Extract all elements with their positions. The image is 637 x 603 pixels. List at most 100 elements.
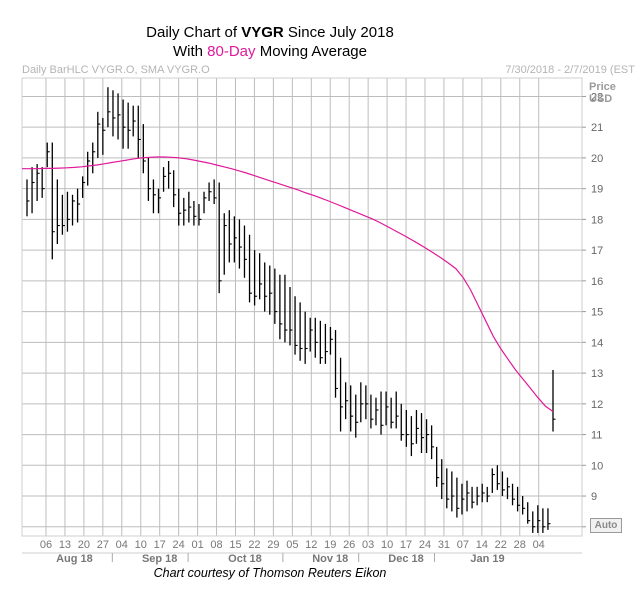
hlc-bar — [446, 468, 450, 509]
x-tick-label: 29 — [267, 539, 279, 551]
x-tick-label: 01 — [191, 539, 203, 551]
hlc-bar — [314, 317, 318, 358]
hlc-bar — [102, 117, 106, 155]
hlc-bar — [365, 385, 369, 420]
hlc-bar — [289, 287, 293, 346]
month-label: Sep 18 — [142, 553, 177, 565]
hlc-bar — [137, 105, 141, 158]
hlc-bar — [142, 124, 146, 174]
hlc-bar — [157, 188, 161, 214]
y-tick-label: 10 — [591, 460, 603, 472]
hlc-bars — [26, 87, 556, 533]
hlc-bar — [81, 176, 86, 198]
plot-frame — [21, 77, 583, 537]
subtitle-prefix: With — [173, 43, 208, 60]
x-tick-label: 22 — [495, 539, 507, 551]
hlc-bar — [26, 179, 30, 217]
chart-title: Daily Chart of VYGR Since July 2018 — [0, 24, 540, 41]
x-tick-label: 04 — [116, 539, 128, 551]
hlc-bar — [451, 471, 455, 512]
hlc-bar — [441, 459, 445, 500]
hlc-bar — [208, 182, 212, 201]
month-axis: Aug 18 Sep 18 Oct 18 Nov 18 Dec 18 Jan 19 — [22, 552, 582, 565]
hlc-bar — [360, 382, 364, 423]
hlc-bar — [552, 370, 556, 432]
hlc-bar — [476, 486, 480, 506]
hlc-bar — [218, 182, 222, 294]
y-tick-label: 18 — [591, 214, 603, 226]
x-tick-label: 10 — [135, 539, 147, 551]
x-tick-label: 08 — [210, 539, 222, 551]
hlc-bar — [430, 425, 435, 460]
y-tick-label: 20 — [591, 153, 603, 165]
hlc-bar — [269, 265, 273, 315]
hlc-bar — [370, 394, 374, 429]
subtitle-highlight: 80-Day — [207, 43, 256, 60]
hlc-bar — [87, 151, 91, 186]
x-tick-label: 13 — [59, 539, 71, 551]
hlc-bar — [456, 477, 460, 518]
y-tick-label: 13 — [591, 368, 603, 380]
hlc-bar — [501, 471, 505, 497]
x-tick-label: 31 — [438, 539, 450, 551]
hlc-bar — [259, 253, 263, 300]
hlc-bar — [415, 409, 419, 444]
hlc-bar — [253, 250, 258, 306]
hlc-bar — [41, 167, 45, 198]
x-tick-label: 24 — [419, 539, 431, 551]
x-tick-label: 27 — [97, 539, 109, 551]
y-tick-label: 14 — [591, 337, 603, 349]
hlc-bar — [274, 268, 278, 324]
hlc-bar — [516, 486, 521, 512]
hlc-bar — [147, 157, 151, 201]
x-tick-label: 28 — [514, 539, 526, 551]
hlc-bar — [284, 274, 288, 343]
month-label: Jan 19 — [470, 553, 504, 565]
hlc-bar — [167, 160, 172, 189]
month-label: Dec 18 — [388, 553, 423, 565]
month-label: Nov 18 — [312, 553, 348, 565]
x-axis: 06 13 20 27 04 10 17 24 01 08 15 22 29 05 12 19 26 03 10 17… — [40, 539, 545, 551]
x-tick-label: 12 — [305, 539, 317, 551]
hlc-bar — [112, 90, 116, 137]
hlc-bar — [425, 419, 430, 454]
x-tick-label: 03 — [362, 539, 374, 551]
hlc-bar — [461, 483, 465, 515]
hlc-bar — [420, 413, 424, 454]
hlc-bar — [56, 179, 60, 244]
hlc-bar — [410, 416, 414, 457]
hlc-bar — [117, 93, 121, 140]
hlc-bar — [183, 197, 187, 226]
x-tick-label: 22 — [248, 539, 260, 551]
title-suffix: Since July 2018 — [283, 24, 394, 41]
hlc-bar — [198, 204, 202, 226]
hlc-bar — [238, 219, 242, 269]
hlc-bar — [395, 391, 399, 429]
series-label: Daily BarHLC VYGR.O, SMA VYGR.O — [22, 64, 210, 76]
hlc-bar — [66, 191, 70, 232]
hlc-bar — [223, 213, 227, 275]
hlc-bar — [481, 483, 485, 503]
hlc-bar — [203, 191, 207, 214]
y-tick-label: 12 — [591, 399, 603, 411]
hlc-bar — [466, 480, 470, 512]
auto-scale-button[interactable]: Auto — [590, 518, 622, 533]
hlc-bar — [309, 317, 313, 352]
x-tick-label: 06 — [40, 539, 52, 551]
sma-line — [22, 156, 554, 412]
hlc-bar — [496, 465, 500, 490]
chart-caption: Chart courtesy of Thomson Reuters Eikon — [153, 566, 387, 580]
y-tick-label: 19 — [591, 184, 603, 196]
x-tick-label: 19 — [324, 539, 336, 551]
hlc-bar — [132, 105, 136, 137]
hlc-bar — [522, 496, 526, 515]
hlc-bar — [385, 391, 389, 426]
hlc-bar — [127, 102, 131, 149]
currency-axis-label: USD — [589, 93, 612, 105]
price-axis-label: Price — [589, 81, 616, 93]
hlc-bar — [375, 397, 379, 426]
hlc-bar — [436, 446, 440, 487]
hlc-bar — [339, 357, 344, 432]
hlc-bar — [178, 188, 182, 226]
